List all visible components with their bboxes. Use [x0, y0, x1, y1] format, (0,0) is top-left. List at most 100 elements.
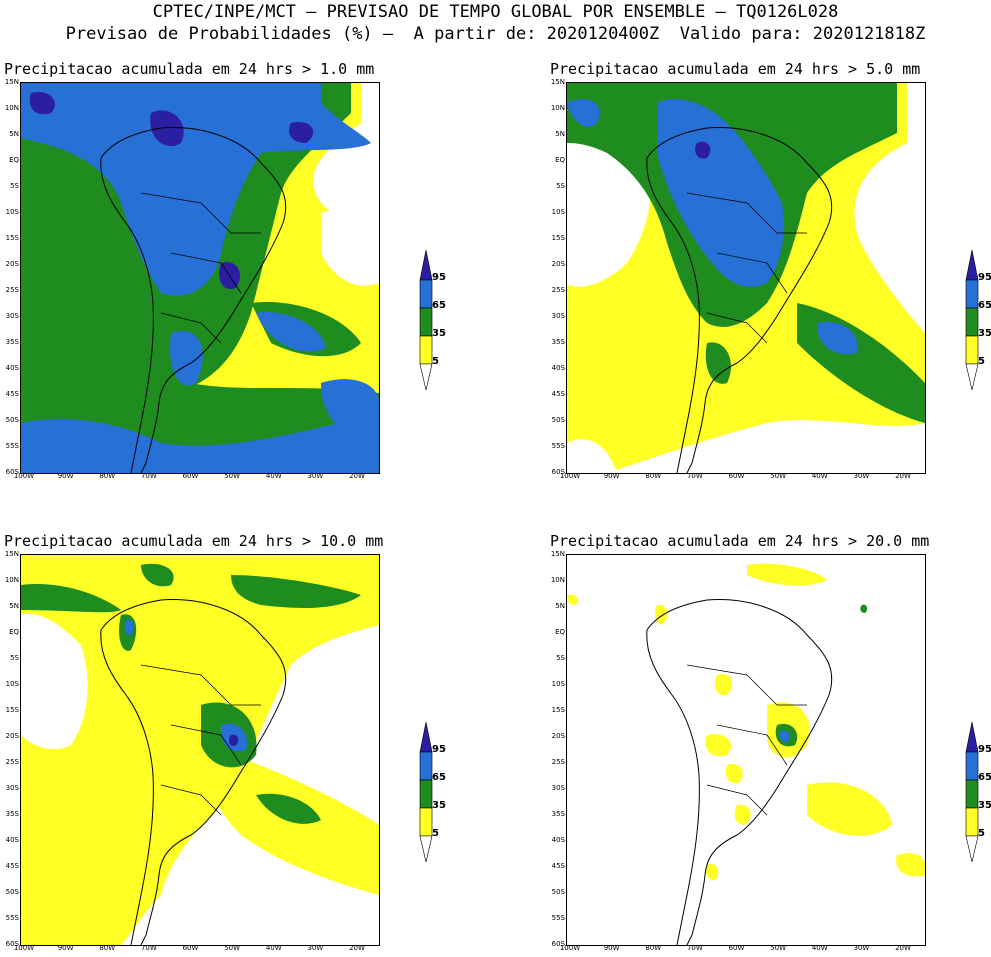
legend-label-95: 95 — [432, 744, 446, 755]
y-tick-label: 45S — [551, 390, 565, 398]
legend-label-65: 65 — [432, 772, 446, 783]
y-tick-label: 40S — [5, 364, 19, 372]
legend-label-65: 65 — [978, 300, 991, 311]
map-panel-2: Precipitacao acumulada em 24 hrs > 5.0 m… — [546, 60, 991, 480]
y-tick-label: 10S — [551, 208, 565, 216]
y-tick-label: 10N — [4, 104, 19, 112]
y-tick-label: 10S — [551, 680, 565, 688]
x-tick-label: 30W — [307, 944, 324, 952]
x-tick-label: 40W — [811, 944, 828, 952]
legend: 95 65 35 5 — [416, 249, 456, 391]
y-tick-label: 50S — [551, 416, 565, 424]
x-tick-label: 60W — [728, 944, 745, 952]
panel-title: Precipitacao acumulada em 24 hrs > 20.0 … — [550, 532, 930, 550]
y-tick-label: 5N — [555, 130, 565, 138]
y-tick-label: 10N — [550, 576, 565, 584]
y-tick-label: 45S — [551, 862, 565, 870]
y-tick-label: 35S — [5, 810, 19, 818]
y-tick-label: 55S — [5, 442, 19, 450]
y-tick-label: 55S — [551, 914, 565, 922]
y-tick-label: 35S — [551, 810, 565, 818]
legend-label-95: 95 — [978, 744, 991, 755]
y-tick-label: 35S — [5, 338, 19, 346]
y-tick-label: 25S — [5, 286, 19, 294]
x-tick-label: 60W — [182, 472, 199, 480]
x-tick-label: 80W — [645, 944, 662, 952]
x-tick-label: 80W — [645, 472, 662, 480]
x-tick-label: 40W — [265, 944, 282, 952]
x-tick-label: 90W — [603, 472, 620, 480]
y-tick-label: 50S — [551, 888, 565, 896]
map-area — [20, 82, 380, 474]
legend-label-35: 35 — [432, 328, 446, 339]
x-tick-label: 80W — [99, 472, 116, 480]
y-tick-label: 5N — [9, 602, 19, 610]
legend-label-35: 35 — [978, 328, 991, 339]
legend-label-95: 95 — [432, 272, 446, 283]
y-tick-label: 45S — [5, 862, 19, 870]
legend-label-65: 65 — [432, 300, 446, 311]
x-tick-label: 100W — [559, 472, 581, 480]
y-tick-label: 15S — [551, 234, 565, 242]
legend-label-35: 35 — [432, 800, 446, 811]
y-tick-label: 5S — [10, 654, 19, 662]
map-area — [566, 554, 926, 946]
header-line-2: Previsao de Probabilidades (%) — A parti… — [65, 24, 926, 44]
y-tick-label: 30S — [5, 312, 19, 320]
legend-label-65: 65 — [978, 772, 991, 783]
y-tick-label: 40S — [551, 836, 565, 844]
y-tick-label: 5S — [10, 182, 19, 190]
y-tick-label: 50S — [5, 416, 19, 424]
x-tick-label: 50W — [770, 944, 787, 952]
x-tick-label: 50W — [770, 472, 787, 480]
panel-title: Precipitacao acumulada em 24 hrs > 1.0 m… — [4, 60, 375, 78]
x-tick-label: 80W — [99, 944, 116, 952]
x-tick-label: 90W — [57, 472, 74, 480]
y-tick-label: 60S — [551, 468, 565, 476]
legend-label-5: 5 — [978, 828, 985, 839]
x-tick-label: 50W — [224, 472, 241, 480]
y-tick-label: 25S — [551, 286, 565, 294]
y-tick-label: 15N — [550, 550, 565, 558]
y-tick-label: 10N — [550, 104, 565, 112]
y-tick-label: 30S — [5, 784, 19, 792]
legend-label-5: 5 — [432, 356, 439, 367]
y-tick-label: EQ — [555, 628, 565, 636]
y-tick-label: 50S — [5, 888, 19, 896]
x-tick-label: 20W — [895, 472, 911, 480]
legend-label-95: 95 — [978, 272, 991, 283]
y-tick-label: 35S — [551, 338, 565, 346]
map-area — [20, 554, 380, 946]
legend: 95 65 35 5 — [962, 721, 991, 863]
y-tick-label: 30S — [551, 784, 565, 792]
x-tick-label: 100W — [559, 944, 581, 952]
panel-title: Precipitacao acumulada em 24 hrs > 5.0 m… — [550, 60, 921, 78]
y-tick-label: 25S — [551, 758, 565, 766]
y-tick-label: EQ — [555, 156, 565, 164]
y-tick-label: 15S — [5, 706, 19, 714]
y-tick-label: 60S — [5, 468, 19, 476]
y-tick-label: 30S — [551, 312, 565, 320]
y-tick-label: 10S — [5, 208, 19, 216]
x-tick-label: 70W — [140, 472, 157, 480]
x-tick-label: 40W — [811, 472, 828, 480]
y-tick-label: 10S — [5, 680, 19, 688]
y-tick-label: 5S — [556, 182, 565, 190]
x-tick-label: 60W — [728, 472, 745, 480]
header-line-1: CPTEC/INPE/MCT — PREVISAO DE TEMPO GLOBA… — [152, 2, 839, 22]
x-tick-label: 30W — [853, 472, 870, 480]
x-tick-label: 40W — [265, 472, 282, 480]
y-tick-label: 20S — [551, 732, 565, 740]
x-tick-label: 100W — [13, 472, 35, 480]
y-tick-label: 5N — [9, 130, 19, 138]
x-tick-label: 60W — [182, 944, 199, 952]
x-tick-label: 90W — [603, 944, 620, 952]
y-tick-label: 20S — [551, 260, 565, 268]
x-tick-label: 70W — [686, 944, 703, 952]
x-tick-label: 90W — [57, 944, 74, 952]
x-tick-label: 70W — [686, 472, 703, 480]
y-tick-label: EQ — [9, 156, 19, 164]
legend-label-5: 5 — [432, 828, 439, 839]
y-tick-label: 55S — [551, 442, 565, 450]
legend-label-35: 35 — [978, 800, 991, 811]
